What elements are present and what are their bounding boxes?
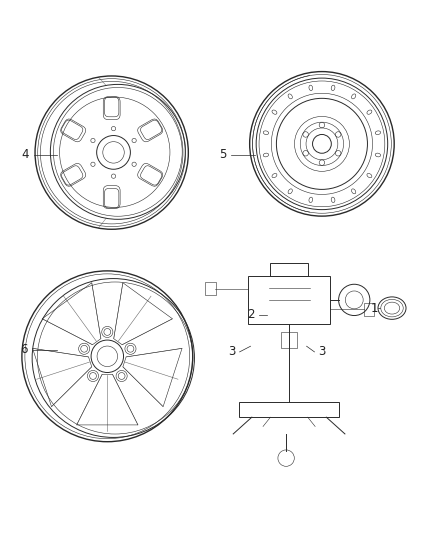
Text: 1: 1 — [370, 302, 378, 314]
Text: 3: 3 — [229, 345, 236, 358]
Text: 5: 5 — [219, 148, 226, 161]
Text: 4: 4 — [21, 148, 29, 161]
Text: 2: 2 — [247, 308, 254, 321]
Text: 6: 6 — [20, 343, 28, 356]
Text: 3: 3 — [318, 345, 325, 358]
